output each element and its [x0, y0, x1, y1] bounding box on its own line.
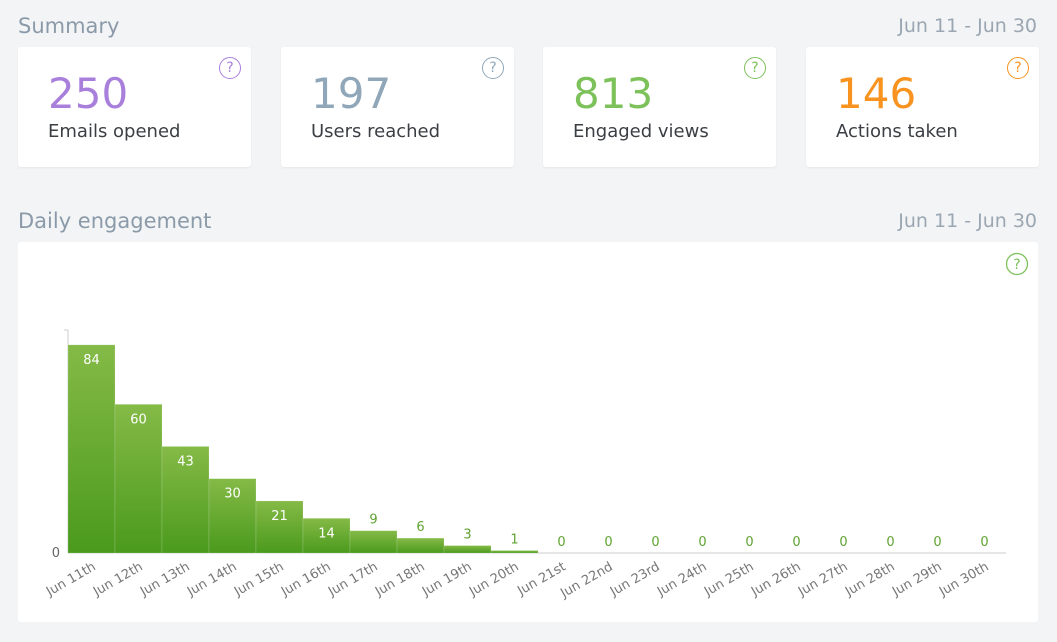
x-tick-label: Jun 12th — [90, 559, 145, 600]
value-label: 21 — [271, 509, 288, 524]
help-icon[interactable]: ? — [482, 57, 504, 79]
x-tick-label: Jun 15th — [231, 559, 286, 600]
value-label: 0 — [745, 535, 753, 550]
stat-value: 146 — [836, 69, 917, 118]
x-tick-label: Jun 28th — [842, 559, 897, 600]
value-label: 0 — [698, 535, 706, 550]
x-tick-label: Jun 24th — [654, 559, 709, 600]
bar — [443, 545, 492, 554]
x-tick-label: Jun 26th — [748, 559, 803, 600]
x-tick-label: Jun 30th — [936, 559, 991, 600]
stat-card: 146 Actions taken? — [806, 47, 1039, 167]
value-label: 30 — [224, 487, 241, 502]
x-tick-label: Jun 14th — [184, 559, 239, 600]
stat-card: 250 Emails opened? — [18, 47, 251, 167]
help-icon[interactable] — [1005, 252, 1029, 276]
x-tick-label: Jun 20th — [466, 559, 521, 600]
bar — [161, 446, 210, 554]
stat-label: Engaged views — [573, 121, 709, 142]
x-tick-label: Jun 18th — [372, 559, 427, 600]
x-tick-label: Jun 29th — [889, 559, 944, 600]
value-label: 0 — [933, 535, 941, 550]
x-tick-label: Jun 17th — [325, 559, 380, 600]
value-label: 0 — [792, 535, 800, 550]
help-icon[interactable]: ? — [219, 57, 241, 79]
value-label: 0 — [604, 535, 612, 550]
x-tick-label: Jun 27th — [795, 559, 850, 600]
value-label: 43 — [177, 454, 194, 469]
bar — [490, 550, 539, 554]
x-tick-label: Jun 23rd — [607, 559, 662, 600]
y-tick-label: 0 — [52, 546, 60, 561]
bar — [255, 500, 304, 554]
bar — [396, 537, 445, 554]
value-label: 84 — [83, 353, 100, 368]
value-label: 0 — [557, 535, 565, 550]
help-icon[interactable]: ? — [1007, 57, 1029, 79]
bar — [114, 404, 163, 554]
value-label: 6 — [416, 520, 424, 535]
section-title: Summary — [18, 14, 120, 38]
x-tick-label: Jun 13th — [137, 559, 192, 600]
value-label: 3 — [463, 528, 471, 543]
x-tick-label: Jun 16th — [278, 559, 333, 600]
stat-card: 197 Users reached? — [281, 47, 514, 167]
stat-label: Emails opened — [48, 121, 181, 142]
stat-value: 250 — [48, 69, 129, 118]
value-label: 1 — [510, 533, 518, 548]
chart-date-range: Jun 11 - Jun 30 — [898, 210, 1037, 232]
stat-value: 197 — [311, 69, 392, 118]
value-label: 14 — [318, 526, 335, 541]
x-tick-label: Jun 11th — [43, 559, 98, 600]
chart-panel — [18, 242, 1038, 622]
value-label: 0 — [651, 535, 659, 550]
bar — [208, 478, 257, 554]
value-label: 0 — [839, 535, 847, 550]
chart-title: Daily engagement — [18, 209, 212, 233]
help-icon[interactable]: ? — [744, 57, 766, 79]
value-label: 0 — [980, 535, 988, 550]
value-label: 9 — [369, 513, 377, 528]
stat-value: 813 — [573, 69, 654, 118]
value-label: 60 — [130, 412, 147, 427]
date-range: Jun 11 - Jun 30 — [898, 15, 1037, 37]
value-label: 0 — [886, 535, 894, 550]
stat-card: 813 Engaged views? — [543, 47, 776, 167]
x-tick-label: Jun 22nd — [557, 559, 615, 601]
x-tick-label: Jun 25th — [701, 559, 756, 600]
bar — [302, 518, 351, 554]
stat-label: Users reached — [311, 121, 441, 142]
stat-label: Actions taken — [836, 121, 958, 142]
help-icon-text[interactable]: ? — [1013, 257, 1020, 273]
x-tick-label: Jun 19th — [419, 559, 474, 600]
bar — [67, 344, 116, 554]
bar — [349, 530, 398, 554]
